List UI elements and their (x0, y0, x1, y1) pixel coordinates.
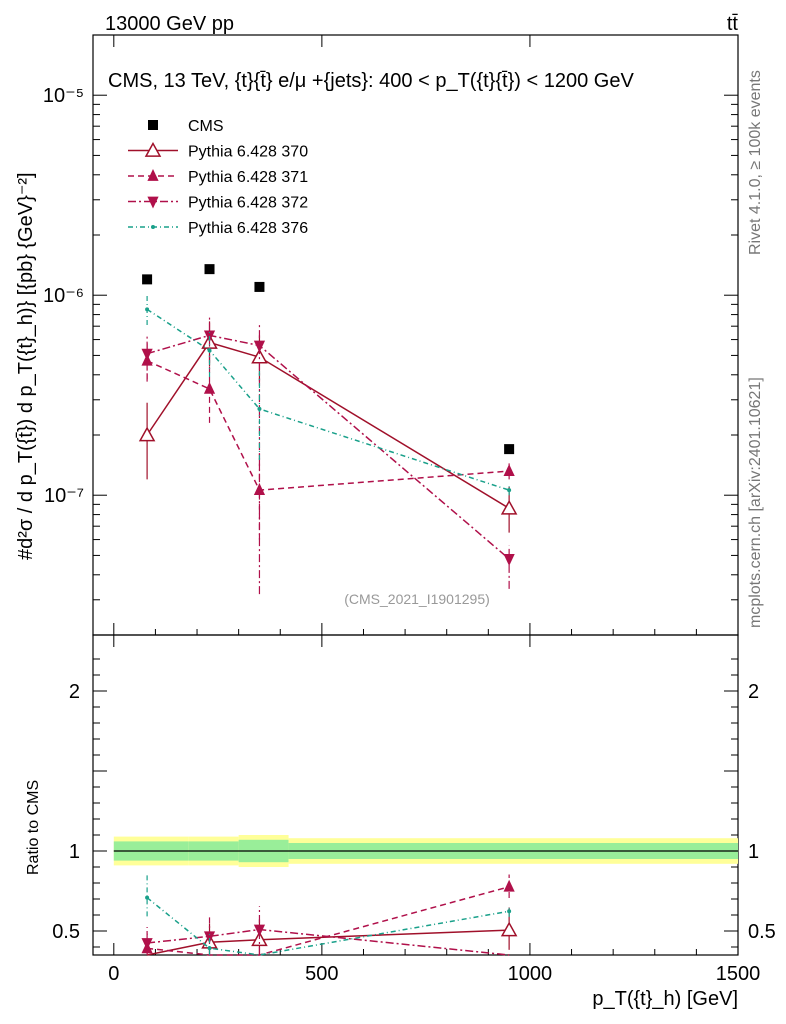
cms-data-point (204, 264, 215, 275)
legend-marker (148, 120, 158, 130)
ratio-tick-label-right: 1 (748, 841, 759, 863)
series-line (146, 334, 510, 560)
ratio-point (141, 938, 153, 950)
ratio-point (145, 895, 150, 900)
legend-marker (147, 169, 159, 181)
axis-ticks: 0 500 1000 1500 10⁻⁷ 10⁻⁶ 10⁻⁵ 0.5 0.5 1 1 2 2 (43, 34, 776, 985)
series-line (146, 360, 510, 491)
legend-label: CMS (188, 118, 224, 135)
series-point (145, 307, 150, 312)
ratio-tick-label: 1 (69, 841, 80, 863)
y-tick-label: 10⁻⁵ (43, 85, 84, 107)
series-point (507, 488, 512, 493)
series-point (503, 464, 515, 476)
ratio-series-line (146, 897, 510, 956)
header-process: tt̄ (727, 13, 739, 35)
series-point (203, 381, 216, 394)
legend-label: Pythia 6.428 371 (188, 169, 308, 186)
header-energy: 13000 GeV pp (105, 13, 234, 35)
ratio-point (203, 931, 216, 944)
chart-title: CMS, 13 TeV, {t}{t̄} e/μ +{jets}: 400 < … (108, 70, 634, 92)
series-point (207, 348, 212, 353)
series-line (146, 308, 510, 491)
series-line (146, 341, 510, 509)
ratio-tick-label: 0.5 (52, 921, 80, 943)
legend-marker (147, 196, 159, 209)
legend-label: Pythia 6.428 370 (188, 144, 308, 161)
x-tick-label: 0 (108, 963, 119, 985)
ratio-point (251, 931, 268, 947)
x-axis-label: p_T({t}_h) [GeV] (592, 988, 738, 1010)
series-point (500, 499, 518, 515)
series-point (138, 426, 156, 442)
x-tick-label: 500 (305, 963, 338, 985)
cms-data-point (254, 281, 265, 292)
ratio-tick-label: 2 (69, 681, 80, 703)
cms-data-point (142, 274, 153, 285)
ratio-point (207, 946, 212, 951)
ratio-point (503, 879, 515, 892)
x-tick-label: 1500 (716, 963, 761, 985)
series-point (503, 554, 515, 566)
ratio-series-line (147, 886, 510, 956)
ratio-point (507, 909, 512, 914)
y-tick-label: 10⁻⁶ (43, 285, 84, 307)
mcplots-label: mcplots.cern.ch [arXiv:2401.10621] (747, 377, 764, 628)
ratio-series-line (147, 928, 510, 956)
ratio-series-line (146, 929, 510, 956)
ratio-point (500, 921, 518, 937)
series-point (141, 348, 153, 361)
y-tick-label: 10⁻⁷ (44, 485, 84, 507)
main-series-layer (138, 264, 518, 595)
analysis-tag: (CMS_2021_I1901295) (344, 591, 490, 607)
series-point (253, 483, 266, 496)
rivet-version-label: Rivet 4.1.0, ≥ 100k events (747, 70, 764, 255)
ratio-series-layer (141, 874, 518, 956)
series-point (257, 406, 262, 411)
ratio-y-axis-label: Ratio to CMS (25, 780, 42, 875)
cms-data-point (504, 444, 515, 455)
x-tick-label: 1000 (508, 963, 553, 985)
y-axis-label: #d²σ / d p_T({t̄}) d p_T({t}_h)} [{pb} {… (15, 172, 37, 560)
legend-label: Pythia 6.428 372 (188, 195, 308, 212)
legend-marker (144, 141, 162, 157)
series-point (253, 340, 266, 353)
ratio-panel-frame (92, 634, 739, 956)
ratio-point (253, 924, 266, 937)
ratio-tick-label-right: 0.5 (748, 921, 776, 943)
legend-marker (151, 225, 155, 229)
legend: CMS Pythia 6.428 370 Pythia 6.428 371 Pythi… (128, 118, 308, 237)
ratio-tick-label-right: 2 (748, 681, 759, 703)
legend-label: Pythia 6.428 376 (188, 220, 308, 237)
